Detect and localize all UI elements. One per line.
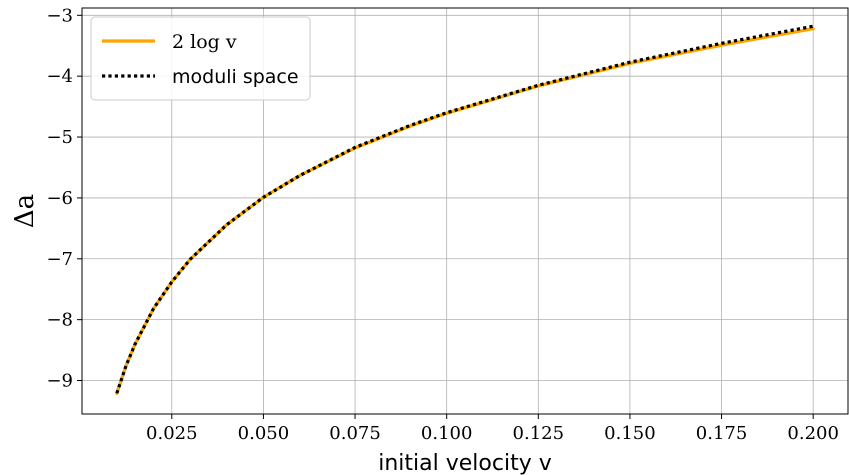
y-tick-label: −3 <box>46 5 73 26</box>
plot-frame <box>81 7 849 415</box>
series-group <box>115 24 815 395</box>
x-tick-label: 0.200 <box>787 423 839 444</box>
x-tick-label: 0.125 <box>513 423 565 444</box>
x-tick-label: 0.175 <box>696 423 748 444</box>
y-tick-label: −6 <box>46 188 73 209</box>
x-axis: 0.025 0.050 0.075 0.100 0.125 0.150 0.175 0.200 <box>146 414 839 444</box>
y-tick-label: −5 <box>46 127 73 148</box>
y-axis-label: Δa <box>10 194 40 228</box>
y-tick-label: −4 <box>46 66 73 87</box>
x-axis-label: initial velocity v <box>378 451 552 475</box>
x-tick-label: 0.075 <box>329 423 381 444</box>
x-tick-label: 0.025 <box>146 423 198 444</box>
series-line-moduli-space <box>115 24 814 394</box>
y-tick-label: −7 <box>46 249 73 270</box>
x-tick-label: 0.050 <box>238 423 290 444</box>
legend: 2 log v moduli space <box>90 16 311 101</box>
legend-box <box>90 16 311 101</box>
y-tick-label: −8 <box>46 310 73 331</box>
y-tick-label: −9 <box>46 371 73 392</box>
legend-label-moduli-space: moduli space <box>172 66 299 88</box>
x-tick-label: 0.150 <box>604 423 656 444</box>
x-tick-label: 0.100 <box>421 423 473 444</box>
grid <box>82 8 848 414</box>
legend-label-2logv: 2 log v <box>172 31 237 53</box>
y-axis: −9 −8 −7 −6 −5 −4 −3 <box>46 5 82 392</box>
